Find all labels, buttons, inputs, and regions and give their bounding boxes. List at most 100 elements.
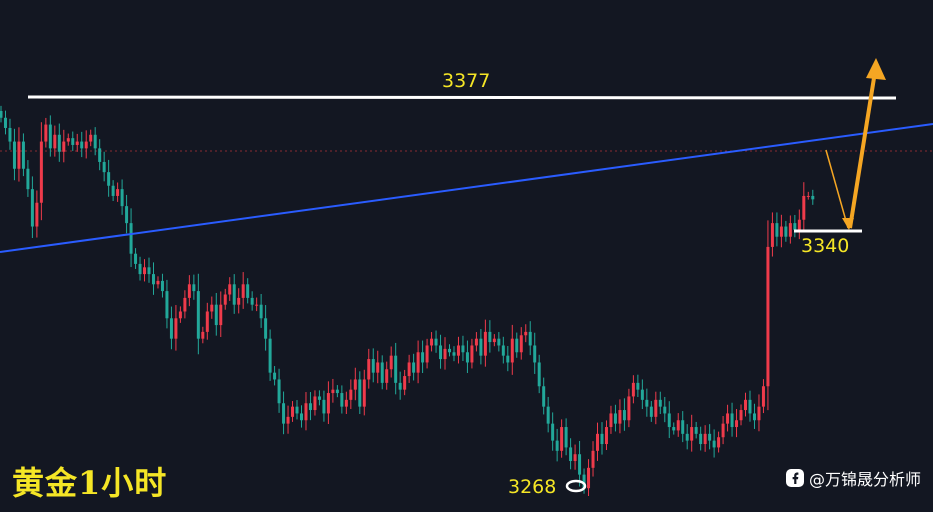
- candle-up: [228, 284, 232, 295]
- resistance-line: [27, 95, 897, 100]
- candle-up: [291, 406, 295, 417]
- candle-up: [156, 280, 160, 285]
- support-label: 3340: [801, 235, 849, 257]
- candle-up: [403, 376, 407, 390]
- candle-up: [349, 389, 353, 400]
- candle-up: [717, 437, 721, 448]
- candle-up: [116, 189, 120, 196]
- candle-down: [488, 331, 492, 343]
- candle-down: [497, 338, 501, 346]
- projection-arrow-up: [848, 77, 876, 229]
- candle-down: [268, 338, 272, 373]
- candle-down: [452, 352, 456, 356]
- candle-down: [151, 274, 155, 285]
- candle-down: [528, 331, 532, 346]
- candle-up: [443, 348, 447, 360]
- candle-down: [169, 318, 173, 339]
- candle-up: [757, 406, 761, 421]
- candle-down: [533, 345, 537, 363]
- candle-up: [362, 379, 366, 407]
- candle-up: [344, 399, 348, 407]
- candle-down: [748, 399, 752, 414]
- candle-up: [326, 393, 330, 414]
- candle-up: [210, 304, 214, 312]
- candle-up: [430, 338, 434, 346]
- candle-up: [416, 352, 420, 373]
- candle-up: [797, 219, 801, 230]
- candle-down: [649, 406, 653, 417]
- candle-down: [160, 280, 164, 292]
- candle-up: [331, 389, 335, 394]
- candle-up: [201, 331, 205, 339]
- candle-up: [492, 338, 496, 343]
- candle-up: [631, 382, 635, 397]
- candle-up: [618, 410, 622, 424]
- candle-up: [174, 318, 178, 339]
- candle-down: [380, 362, 384, 383]
- candle-up: [219, 304, 223, 326]
- projection-path: [825, 149, 849, 229]
- watermark: @万锦晟分析师: [785, 466, 921, 490]
- candle-down: [111, 185, 115, 196]
- candle-up: [304, 403, 308, 421]
- candle-down: [214, 304, 218, 326]
- low-marker-ellipse: [565, 479, 587, 493]
- candle-up: [385, 369, 389, 383]
- candle-up: [353, 379, 357, 390]
- candle-down: [645, 399, 649, 407]
- trendline: [0, 123, 933, 253]
- candle-down: [282, 403, 286, 424]
- candle-up: [44, 124, 48, 142]
- candle-down: [147, 267, 151, 275]
- candle-down: [129, 223, 133, 254]
- candle-down: [752, 413, 756, 421]
- candle-down: [259, 304, 263, 319]
- candle-up: [407, 362, 411, 377]
- candle-up: [313, 396, 317, 411]
- candle-down: [196, 291, 200, 339]
- candle-down: [537, 362, 541, 387]
- candle-up: [389, 355, 393, 370]
- candle-down: [273, 372, 277, 380]
- candle-down: [340, 393, 344, 407]
- candle-down: [546, 406, 550, 424]
- candle-down: [192, 284, 196, 292]
- candle-up: [510, 338, 514, 363]
- candle-down: [515, 338, 519, 353]
- candle-down: [277, 379, 281, 404]
- candle-up: [205, 311, 209, 332]
- candle-down: [439, 345, 443, 360]
- candle-down: [421, 352, 425, 363]
- candle-down: [246, 284, 250, 298]
- candle-up: [483, 331, 487, 356]
- candle-down: [3, 117, 7, 128]
- candle-down: [398, 382, 402, 390]
- candle-up: [75, 141, 79, 145]
- candle-up: [53, 134, 57, 149]
- candle-down: [308, 403, 312, 411]
- candle-down: [107, 172, 111, 186]
- candle-down: [681, 420, 685, 434]
- candle-up: [609, 413, 613, 428]
- wechat-channel-icon: [785, 469, 804, 487]
- chart-title: 黄金1小时: [12, 464, 168, 502]
- candle-down: [317, 396, 321, 400]
- candle-up: [474, 338, 478, 346]
- candle-down: [640, 389, 644, 400]
- candle-down: [555, 440, 559, 451]
- projection-arrowhead-up: [866, 58, 886, 80]
- candle-up: [726, 413, 730, 424]
- candle-down: [685, 433, 689, 441]
- candle-down: [663, 406, 667, 414]
- candle-down: [98, 148, 102, 162]
- candle-up: [183, 297, 187, 312]
- candle-up: [35, 202, 39, 227]
- candle-down: [0, 110, 3, 118]
- candle-up: [187, 284, 191, 298]
- candle-down: [613, 413, 617, 424]
- low-label: 3268: [508, 476, 556, 498]
- candle-down: [264, 318, 268, 339]
- candle-up: [591, 450, 595, 468]
- candle-down: [636, 382, 640, 390]
